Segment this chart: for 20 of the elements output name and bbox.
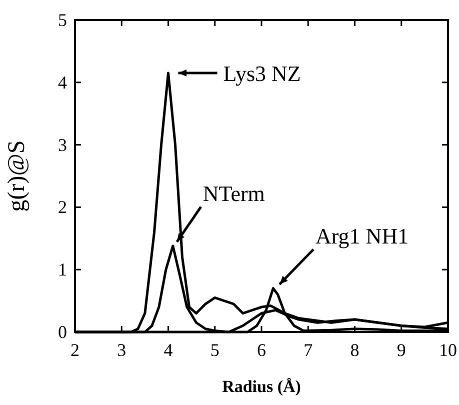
annotation: Arg1 NH1: [315, 223, 409, 248]
x-axis-title: Radius (Å): [222, 377, 301, 396]
y-tick-label: 4: [58, 72, 67, 92]
y-tick-label: 0: [58, 322, 67, 342]
x-tick-label: 10: [439, 340, 457, 360]
x-tick-label: 9: [396, 340, 406, 360]
x-tick-label: 3: [117, 340, 126, 360]
x-tick-label: 4: [164, 340, 173, 360]
y-tick-label: 1: [58, 260, 67, 280]
annotation: Lys3 NZ: [223, 61, 301, 86]
annotation: NTerm: [202, 180, 265, 206]
y-tick-label: 5: [58, 10, 67, 30]
x-tick-label: 2: [70, 340, 80, 360]
y-axis-title: g(r)@S: [4, 140, 30, 212]
x-tick-label: 6: [257, 340, 266, 360]
y-tick-label: 2: [58, 197, 67, 218]
y-tick-label: 3: [58, 134, 67, 155]
x-tick-label: 5: [210, 340, 220, 360]
x-tick-label: 7: [304, 340, 313, 360]
x-tick-label: 8: [350, 340, 360, 360]
